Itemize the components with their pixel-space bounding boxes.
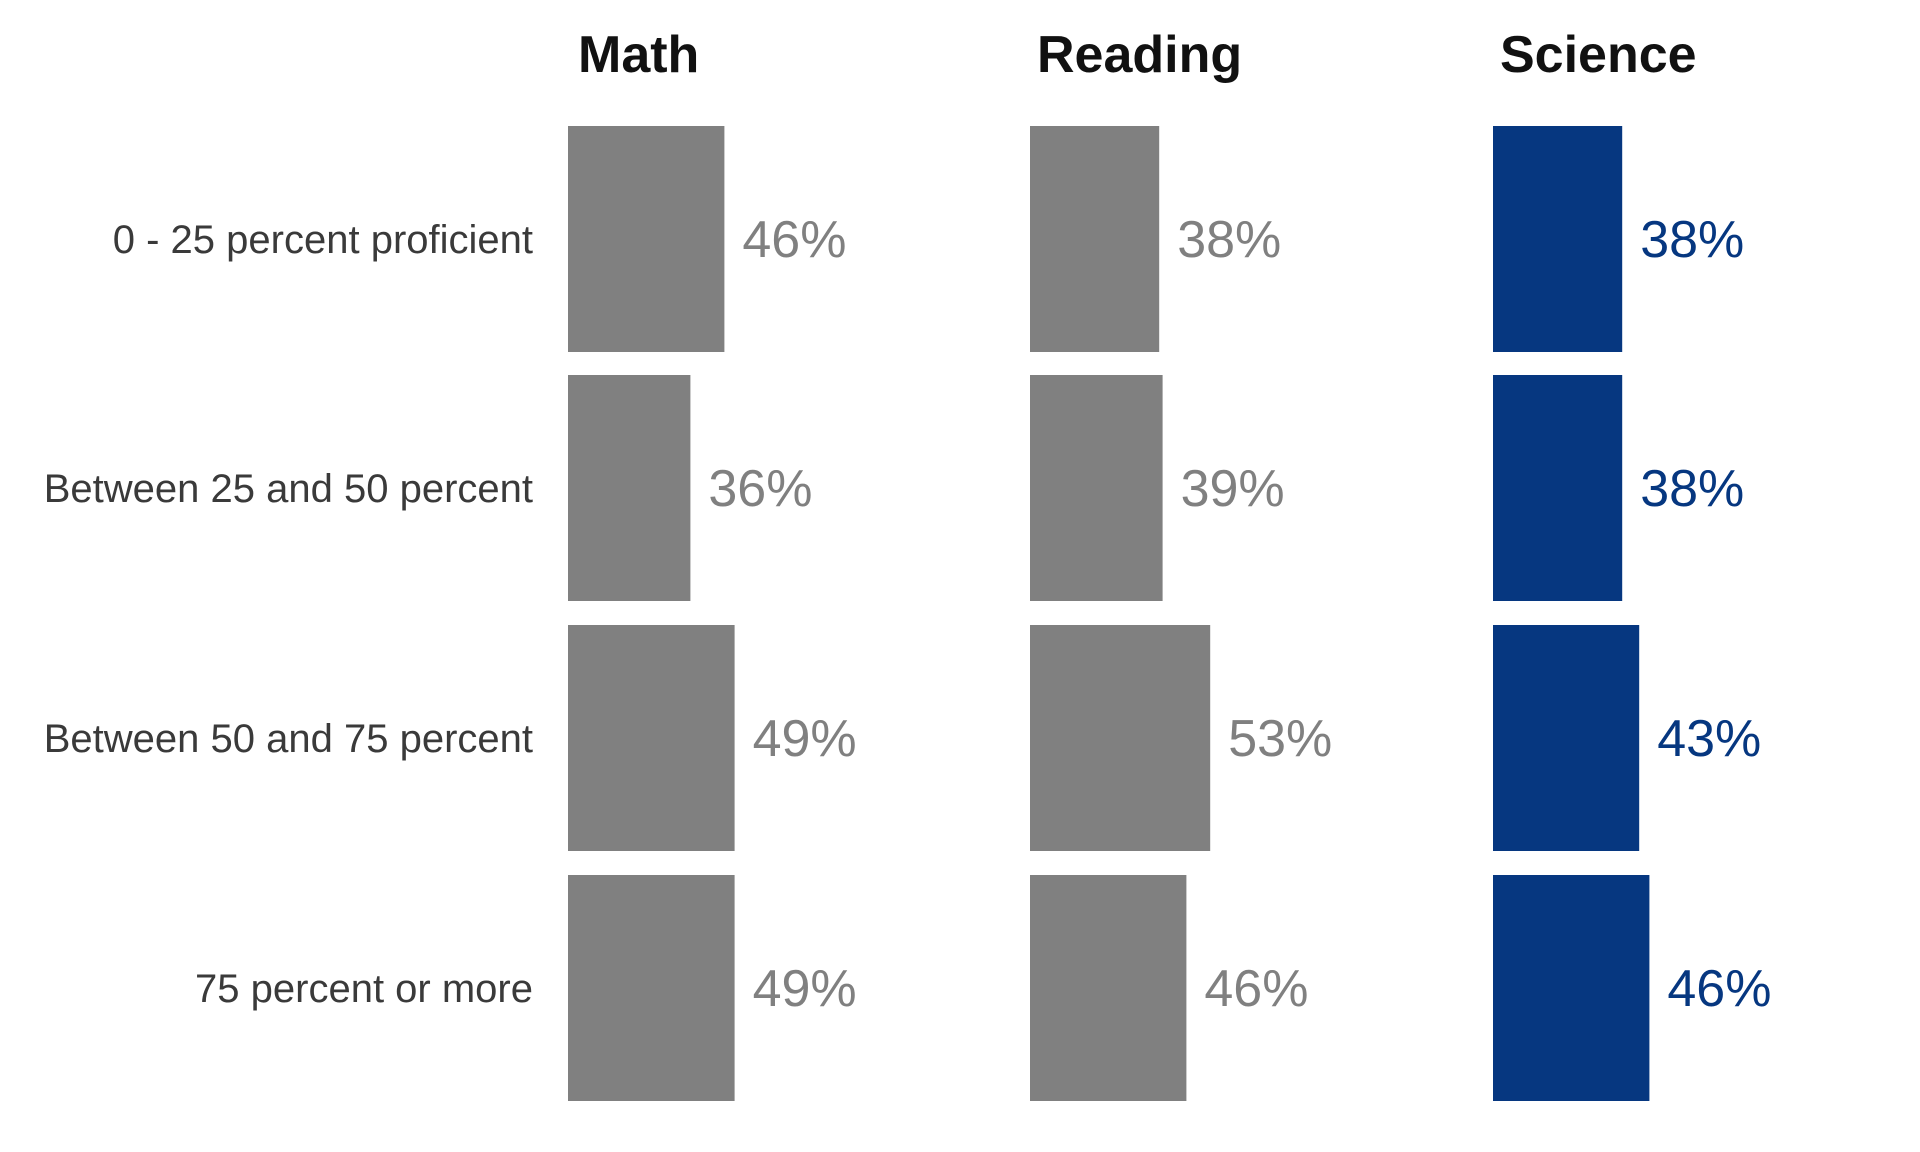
bar-math-3 bbox=[568, 625, 735, 851]
row-label-4: 75 percent or more bbox=[195, 967, 533, 1011]
panel-reading: 38% 39% 53% 46% bbox=[1030, 126, 1332, 1101]
panel-science: 38% 38% 43% 46% bbox=[1493, 126, 1771, 1101]
row-label-3: Between 50 and 75 percent bbox=[44, 717, 533, 761]
value-label-math-4: 49% bbox=[753, 960, 857, 1018]
value-label-science-1: 38% bbox=[1640, 211, 1744, 269]
panel-title-science: Science bbox=[1500, 26, 1697, 84]
value-label-science-4: 46% bbox=[1667, 960, 1771, 1018]
bar-math-2 bbox=[568, 375, 691, 601]
row-labels: 0 - 25 percent proficient Between 25 and … bbox=[44, 218, 533, 1011]
value-label-reading-2: 39% bbox=[1181, 460, 1285, 518]
bar-reading-2 bbox=[1030, 375, 1163, 601]
panel-math: 46% 36% 49% 49% bbox=[568, 126, 857, 1101]
bar-science-1 bbox=[1493, 126, 1623, 352]
bar-science-2 bbox=[1493, 375, 1623, 601]
value-label-science-3: 43% bbox=[1657, 710, 1761, 768]
panel-titles: Math Reading Science bbox=[578, 26, 1697, 84]
bar-math-4 bbox=[568, 875, 735, 1101]
value-label-reading-3: 53% bbox=[1228, 710, 1332, 768]
value-label-science-2: 38% bbox=[1640, 460, 1744, 518]
panel-title-math: Math bbox=[578, 26, 699, 84]
bar-reading-4 bbox=[1030, 875, 1187, 1101]
value-label-math-1: 46% bbox=[742, 211, 846, 269]
panel-title-reading: Reading bbox=[1037, 26, 1242, 84]
value-label-reading-1: 38% bbox=[1177, 211, 1281, 269]
bar-science-4 bbox=[1493, 875, 1650, 1101]
bar-math-1 bbox=[568, 126, 725, 352]
value-label-math-3: 49% bbox=[753, 710, 857, 768]
bar-science-3 bbox=[1493, 625, 1640, 851]
panels: 46% 36% 49% 49% 38% 39% 53% 46% 38% 38% 43% 46% bbox=[568, 126, 1771, 1101]
bar-reading-1 bbox=[1030, 126, 1160, 352]
row-label-1: 0 - 25 percent proficient bbox=[113, 218, 533, 262]
bar-reading-3 bbox=[1030, 625, 1211, 851]
value-label-math-2: 36% bbox=[708, 460, 812, 518]
row-label-2: Between 25 and 50 percent bbox=[44, 467, 533, 511]
value-label-reading-4: 46% bbox=[1204, 960, 1308, 1018]
